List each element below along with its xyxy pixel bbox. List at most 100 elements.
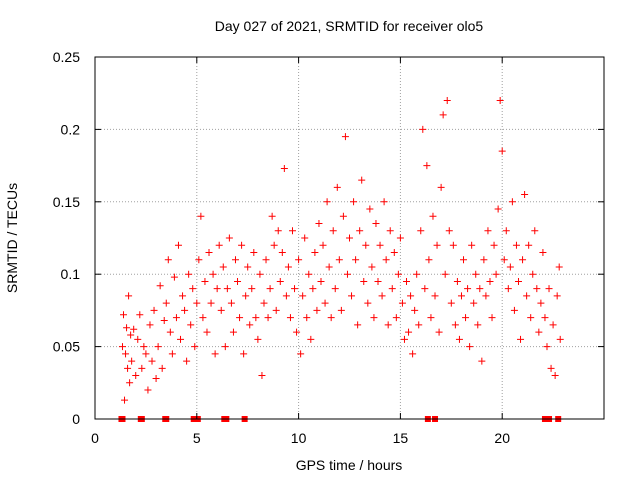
data-point	[152, 374, 160, 382]
x-tick-label: 10	[291, 430, 307, 446]
data-point	[183, 357, 191, 365]
data-point	[431, 292, 439, 300]
data-point	[221, 343, 229, 351]
data-point	[466, 343, 474, 351]
data-point	[128, 357, 136, 365]
data-point	[319, 241, 327, 249]
y-tick-label: 0.1	[61, 266, 81, 282]
data-point	[240, 350, 248, 358]
data-point	[170, 273, 178, 281]
data-point	[464, 285, 472, 293]
data-point	[502, 227, 510, 235]
data-point	[352, 256, 360, 264]
data-point	[291, 285, 299, 293]
data-point	[539, 248, 547, 256]
data-point	[293, 328, 301, 336]
data-point	[372, 220, 380, 228]
data-point	[125, 292, 133, 300]
data-point	[553, 292, 561, 300]
data-point	[346, 234, 353, 242]
data-point	[211, 350, 219, 358]
axis-ticks	[94, 56, 604, 420]
data-point	[362, 241, 370, 249]
data-point	[122, 350, 130, 358]
data-point	[185, 270, 193, 278]
data-point	[223, 285, 231, 293]
data-point	[329, 227, 337, 235]
data-point	[512, 241, 520, 249]
data-point	[510, 306, 518, 314]
data-point	[433, 241, 441, 249]
data-point	[209, 270, 217, 278]
data-point	[508, 198, 516, 206]
data-point	[488, 314, 496, 322]
data-point	[162, 299, 170, 307]
data-point	[486, 277, 494, 285]
chart-title: Day 027 of 2021, SRMTID for receiver olo…	[215, 18, 484, 34]
data-point	[260, 299, 268, 307]
data-point	[205, 248, 213, 256]
data-point	[549, 321, 557, 329]
data-point	[441, 270, 449, 278]
data-point	[219, 263, 227, 271]
data-point	[411, 306, 419, 314]
data-point	[370, 314, 378, 322]
data-point	[201, 277, 209, 285]
data-point	[246, 321, 254, 329]
data-point	[227, 299, 235, 307]
data-point	[154, 343, 162, 351]
data-point	[191, 343, 199, 351]
data-point	[415, 321, 423, 329]
data-point	[447, 299, 455, 307]
data-point	[339, 212, 347, 220]
data-point	[445, 227, 453, 235]
data-point	[376, 241, 384, 249]
data-point	[276, 277, 284, 285]
data-point	[350, 198, 358, 206]
data-point	[124, 364, 132, 372]
data-point	[451, 321, 459, 329]
data-point	[331, 285, 339, 293]
data-point	[537, 299, 545, 307]
data-point	[203, 328, 211, 336]
data-point	[258, 372, 266, 380]
data-point	[288, 227, 296, 235]
data-point	[238, 241, 246, 249]
data-point	[168, 350, 176, 358]
data-point	[529, 270, 537, 278]
data-point	[417, 227, 425, 235]
data-point	[295, 256, 303, 264]
data-point	[545, 285, 553, 293]
data-point	[409, 350, 417, 358]
data-point	[142, 350, 150, 358]
data-point	[158, 364, 166, 372]
data-point	[555, 263, 563, 271]
data-point	[472, 270, 480, 278]
x-axis-label: GPS time / hours	[296, 457, 403, 473]
x-tick-label: 15	[393, 430, 409, 446]
data-point	[179, 292, 187, 300]
y-tick-label: 0.05	[53, 339, 80, 355]
data-point	[337, 306, 345, 314]
data-point	[229, 328, 237, 336]
data-point	[547, 364, 555, 372]
data-point	[254, 335, 262, 343]
data-point	[140, 343, 148, 351]
data-point	[396, 234, 404, 242]
data-point	[244, 263, 252, 271]
data-point	[311, 248, 319, 256]
data-point	[496, 96, 504, 104]
data-point	[474, 321, 482, 329]
data-point	[498, 147, 506, 155]
data-point	[478, 357, 486, 365]
data-point	[225, 234, 233, 242]
data-point	[360, 277, 368, 285]
data-point	[541, 314, 549, 322]
data-point	[313, 306, 321, 314]
data-point	[264, 314, 272, 322]
data-point	[199, 314, 207, 322]
data-point	[174, 241, 182, 249]
data-point	[132, 372, 140, 380]
data-point	[248, 285, 256, 293]
